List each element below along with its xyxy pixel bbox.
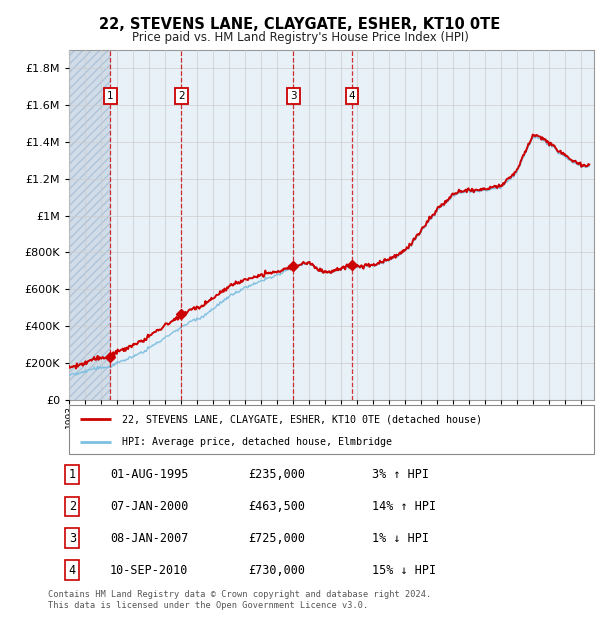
Text: 1: 1 <box>69 468 76 481</box>
Text: 22, STEVENS LANE, CLAYGATE, ESHER, KT10 0TE (detached house): 22, STEVENS LANE, CLAYGATE, ESHER, KT10 … <box>121 414 482 424</box>
Text: HPI: Average price, detached house, Elmbridge: HPI: Average price, detached house, Elmb… <box>121 436 392 447</box>
Text: 3: 3 <box>290 91 297 100</box>
Text: Contains HM Land Registry data © Crown copyright and database right 2024.
This d: Contains HM Land Registry data © Crown c… <box>48 590 431 609</box>
Text: £730,000: £730,000 <box>248 564 305 577</box>
Text: 14% ↑ HPI: 14% ↑ HPI <box>372 500 436 513</box>
Text: £463,500: £463,500 <box>248 500 305 513</box>
Text: 3: 3 <box>69 532 76 545</box>
Text: 01-AUG-1995: 01-AUG-1995 <box>110 468 188 481</box>
Text: 15% ↓ HPI: 15% ↓ HPI <box>372 564 436 577</box>
Text: 2: 2 <box>178 91 185 100</box>
Text: 3% ↑ HPI: 3% ↑ HPI <box>372 468 429 481</box>
Bar <box>69 50 110 400</box>
Text: Price paid vs. HM Land Registry's House Price Index (HPI): Price paid vs. HM Land Registry's House … <box>131 31 469 44</box>
Text: £235,000: £235,000 <box>248 468 305 481</box>
Text: 10-SEP-2010: 10-SEP-2010 <box>110 564 188 577</box>
Text: 4: 4 <box>69 564 76 577</box>
Bar <box>69 50 110 400</box>
Text: 08-JAN-2007: 08-JAN-2007 <box>110 532 188 545</box>
FancyBboxPatch shape <box>69 405 594 454</box>
Text: 2: 2 <box>69 500 76 513</box>
Text: 22, STEVENS LANE, CLAYGATE, ESHER, KT10 0TE: 22, STEVENS LANE, CLAYGATE, ESHER, KT10 … <box>100 17 500 32</box>
Text: £725,000: £725,000 <box>248 532 305 545</box>
Text: 1% ↓ HPI: 1% ↓ HPI <box>372 532 429 545</box>
Text: 07-JAN-2000: 07-JAN-2000 <box>110 500 188 513</box>
Text: 1: 1 <box>107 91 113 100</box>
Text: 4: 4 <box>349 91 355 100</box>
